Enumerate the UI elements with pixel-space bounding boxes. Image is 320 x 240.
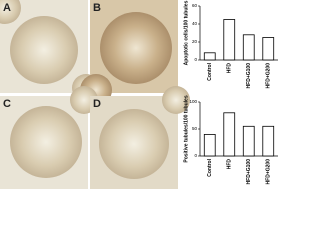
y-tick-label: 100 (189, 99, 197, 104)
x-tick-label: HFD (227, 159, 233, 170)
x-tick-label: HFD+G100 (246, 63, 252, 89)
bar (262, 37, 275, 61)
x-tick-label: Control (207, 158, 213, 176)
y-tick-label: 60 (192, 3, 198, 8)
y-axis-label: Apoptotic cells/100 tubules (183, 0, 189, 65)
panel-label: A (3, 2, 11, 14)
x-tick-label: Control (207, 62, 213, 80)
y-tick-label: 40 (192, 21, 198, 26)
bar (203, 52, 216, 61)
micrograph-a (0, 0, 100, 102)
micrograph-d (90, 86, 190, 189)
y-tick-label: 0 (194, 153, 197, 158)
x-tick-label: HFD+G200 (266, 63, 272, 89)
x-tick-label: HFD+G100 (246, 159, 252, 185)
y-tick-label: 50 (192, 126, 198, 131)
x-tick-label: HFD (227, 63, 233, 74)
bar (223, 112, 236, 157)
panel-label: D (93, 98, 101, 110)
micrograph-c (0, 86, 98, 189)
y-axis-label: Positive tubules/100 tubules (183, 95, 189, 162)
micrograph-b (80, 0, 178, 106)
y-tick-label: 20 (192, 39, 198, 44)
bar (203, 133, 216, 157)
panel-label: C (3, 98, 11, 110)
bar (242, 34, 255, 61)
x-tick-label: HFD+G200 (266, 159, 272, 185)
y-tick-label: 0 (194, 57, 197, 62)
panel-label: B (93, 2, 101, 14)
bar (223, 19, 236, 61)
bar (262, 125, 275, 157)
bar (242, 125, 255, 157)
